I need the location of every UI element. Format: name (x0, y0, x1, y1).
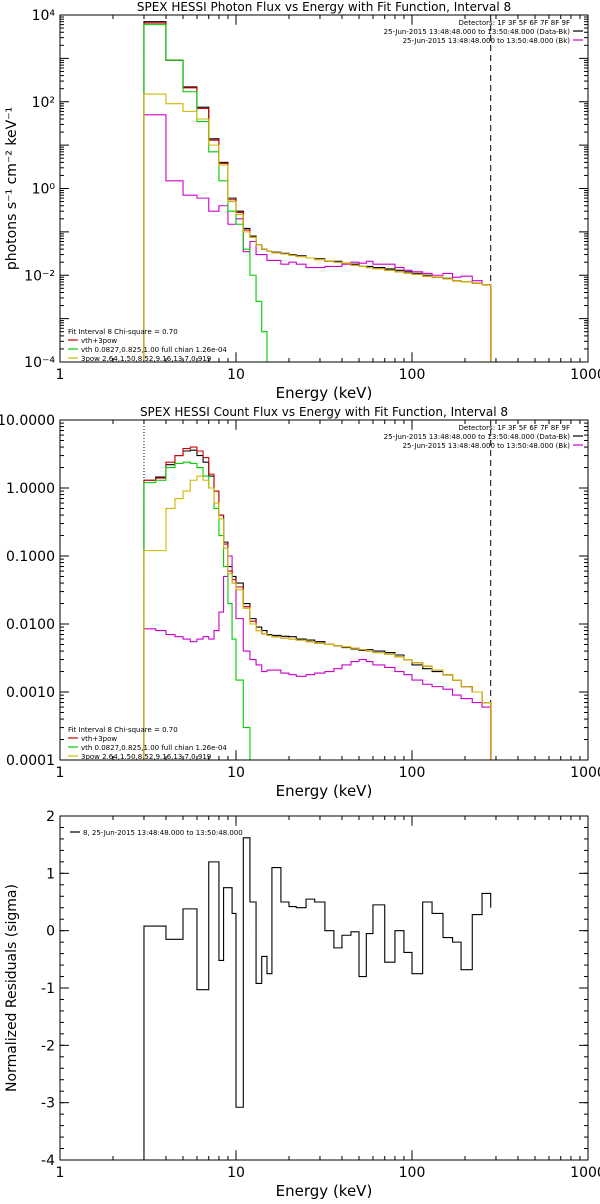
legend-intervals-text: 25-Jun-2015 13:48:48.000 to 13:50:48.000… (403, 37, 571, 45)
y-tick-label: 10⁻⁴ (24, 355, 55, 371)
y-tick-label: 10² (32, 95, 55, 111)
y-tick-label: 0 (46, 924, 55, 940)
legend-fit-text: vth+3pow (81, 735, 117, 743)
series-line-3pow (143, 93, 492, 362)
y-tick-label: 10⁴ (32, 8, 56, 24)
y-tick-label: -2 (41, 1038, 55, 1054)
x-tick-label: 100 (399, 1165, 426, 1181)
x-tick-label: 10 (227, 765, 245, 781)
legend-fit-text: vth+3pow (81, 337, 117, 345)
legend-intervals-text: 25-Jun-2015 13:48:48.000 to 13:50:48.000… (384, 28, 571, 36)
legend-fit-text: vth 0.0827,0.825,1.00 full chian 1.26e-0… (81, 744, 227, 752)
y-tick-label: 0.0100 (6, 617, 55, 633)
series-group (143, 21, 492, 362)
x-axis-label: Energy (keV) (276, 384, 373, 402)
plot-frame (59, 14, 589, 363)
y-tick-label: -4 (41, 1153, 55, 1169)
legend-residual-text: 8, 25-Jun-2015 13:48:48.000 to 13:50:48.… (83, 829, 243, 837)
x-tick-label: 1 (56, 367, 65, 383)
legend-fit-text: Fit Interval 8 Chi-square = 0.70 (68, 726, 178, 734)
chart-panel-photon: SPEX HESSI Photon Flux vs Energy with Fi… (4, 0, 600, 402)
x-tick-label: 10 (227, 1165, 245, 1181)
y-tick-label: 10.0000 (0, 413, 55, 429)
legend-fit-text: Fit Interval 8 Chi-square = 0.70 (68, 328, 178, 336)
x-axis-label: Energy (keV) (276, 1182, 373, 1200)
y-axis-label: Normalized Residuals (sigma) (4, 884, 20, 1092)
x-tick-label: 1000 (570, 765, 600, 781)
series-group (143, 837, 492, 1160)
y-tick-label: 10⁻² (24, 268, 55, 284)
series-line-bk (143, 114, 492, 362)
chart-title: SPEX HESSI Count Flux vs Energy with Fit… (140, 405, 508, 419)
legend-intervals-text: 25-Jun-2015 13:48:48.000 to 13:50:48.000… (403, 442, 571, 450)
legend-intervals-text: Detectors: 1F 3F 5F 6F 7F 8F 9F (459, 19, 570, 27)
chart-panel-residual: 1 10 100 1000 -4 -3 -2 -1 0 1 2 Energy (keV) Normali… (4, 809, 600, 1200)
plot-frame (59, 419, 589, 761)
series-line-residuals (143, 837, 492, 1160)
x-axis-label: Energy (keV) (276, 782, 373, 800)
x-tick-label: 1000 (570, 1165, 600, 1181)
y-tick-label: 0.0001 (6, 753, 55, 769)
chart-panel-count: SPEX HESSI Count Flux vs Energy with Fit… (0, 405, 600, 800)
y-tick-label: 1.0000 (6, 481, 55, 497)
y-tick-label: -3 (41, 1096, 55, 1112)
x-tick-label: 100 (399, 765, 426, 781)
y-tick-label: 0.1000 (6, 549, 55, 565)
y-tick-label: 2 (46, 809, 55, 825)
y-tick-label: 10⁰ (32, 182, 56, 198)
series-line-vth (143, 461, 491, 760)
y-tick-label: -1 (41, 981, 55, 997)
legend-fit-text: 3pow 2.64,1.50,8.52,9.16,13.7,0.919 (81, 355, 211, 363)
chart-title: SPEX HESSI Photon Flux vs Energy with Fi… (137, 0, 511, 14)
y-tick-label: 1 (46, 866, 55, 882)
legend-fit-text: 3pow 2.64,1.50,8.52,9.16,13.7,0.919 (81, 753, 211, 761)
x-tick-label: 10 (227, 367, 245, 383)
series-line-bk (143, 555, 492, 760)
plot-frame (59, 815, 589, 1161)
series-line-3pow (143, 475, 492, 760)
legend-intervals-text: Detectors: 1F 3F 5F 6F 7F 8F 9F (459, 424, 570, 432)
series-line-vth (143, 24, 491, 362)
legend-fit-text: vth 0.0827,0.825,1.00 full chian 1.26e-0… (81, 346, 227, 354)
x-tick-label: 100 (399, 367, 426, 383)
x-tick-label: 1000 (570, 367, 600, 383)
y-axis-label: photons s⁻¹ cm⁻² keV⁻¹ (4, 107, 20, 270)
legend-intervals-text: 25-Jun-2015 13:48:48.000 to 13:50:48.000… (384, 433, 571, 441)
x-tick-label: 1 (56, 1165, 65, 1181)
y-tick-label: 0.0010 (6, 685, 55, 701)
series-group (143, 446, 492, 760)
x-tick-label: 1 (56, 765, 65, 781)
